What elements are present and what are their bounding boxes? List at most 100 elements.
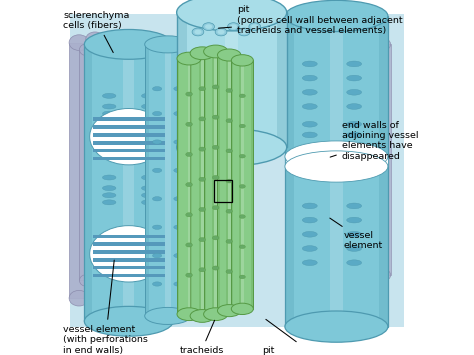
Ellipse shape xyxy=(199,87,206,91)
Ellipse shape xyxy=(174,253,183,258)
Ellipse shape xyxy=(302,104,317,109)
Bar xyxy=(361,43,379,291)
Bar xyxy=(285,157,388,166)
Ellipse shape xyxy=(346,104,362,109)
Ellipse shape xyxy=(79,44,95,56)
Bar xyxy=(177,12,287,147)
Ellipse shape xyxy=(212,115,219,119)
Ellipse shape xyxy=(302,203,317,209)
Ellipse shape xyxy=(153,282,162,286)
Ellipse shape xyxy=(230,24,237,29)
Bar xyxy=(218,55,219,311)
Ellipse shape xyxy=(190,47,214,60)
Bar xyxy=(69,43,89,298)
Bar xyxy=(177,12,187,147)
Ellipse shape xyxy=(302,217,317,223)
Ellipse shape xyxy=(174,197,183,201)
Bar xyxy=(93,149,164,152)
Ellipse shape xyxy=(204,308,228,321)
Ellipse shape xyxy=(186,122,192,126)
Ellipse shape xyxy=(174,282,183,286)
Ellipse shape xyxy=(358,43,372,53)
Ellipse shape xyxy=(95,273,110,285)
Ellipse shape xyxy=(186,152,192,157)
Ellipse shape xyxy=(218,29,225,34)
Bar xyxy=(285,16,388,327)
Ellipse shape xyxy=(102,175,116,180)
Bar xyxy=(93,157,164,160)
Ellipse shape xyxy=(205,24,212,29)
Bar xyxy=(93,242,164,246)
Ellipse shape xyxy=(285,0,388,32)
Ellipse shape xyxy=(346,217,362,223)
Ellipse shape xyxy=(199,147,206,151)
Ellipse shape xyxy=(95,42,110,54)
Bar xyxy=(212,53,214,316)
Ellipse shape xyxy=(199,268,206,272)
Ellipse shape xyxy=(212,236,219,240)
Ellipse shape xyxy=(86,288,104,302)
Bar xyxy=(177,59,179,314)
Ellipse shape xyxy=(239,94,246,98)
Ellipse shape xyxy=(190,310,214,322)
Ellipse shape xyxy=(285,151,388,182)
Ellipse shape xyxy=(186,273,192,277)
Ellipse shape xyxy=(192,28,204,36)
Ellipse shape xyxy=(346,260,362,266)
Ellipse shape xyxy=(346,203,362,209)
Ellipse shape xyxy=(199,207,206,212)
Ellipse shape xyxy=(226,119,232,123)
Ellipse shape xyxy=(153,225,162,229)
Ellipse shape xyxy=(226,88,232,93)
Ellipse shape xyxy=(142,111,155,116)
Ellipse shape xyxy=(174,87,183,91)
Bar xyxy=(374,44,391,275)
Ellipse shape xyxy=(102,200,116,205)
Ellipse shape xyxy=(174,140,183,144)
Bar xyxy=(201,53,204,316)
Bar xyxy=(231,60,233,309)
Ellipse shape xyxy=(69,35,89,50)
Ellipse shape xyxy=(186,92,192,96)
Ellipse shape xyxy=(199,177,206,181)
Ellipse shape xyxy=(285,311,388,342)
Ellipse shape xyxy=(212,206,219,210)
Ellipse shape xyxy=(84,29,173,59)
Ellipse shape xyxy=(177,52,201,65)
Bar xyxy=(93,274,164,277)
Bar xyxy=(218,55,241,311)
Bar xyxy=(190,53,214,316)
Ellipse shape xyxy=(249,23,261,31)
Bar xyxy=(79,50,95,280)
Ellipse shape xyxy=(86,32,104,46)
Bar xyxy=(277,12,287,147)
Bar xyxy=(93,141,164,144)
Bar xyxy=(145,44,149,316)
Ellipse shape xyxy=(239,275,246,279)
Ellipse shape xyxy=(346,132,362,138)
Ellipse shape xyxy=(374,38,391,50)
Bar xyxy=(123,44,134,321)
Ellipse shape xyxy=(302,146,317,152)
Ellipse shape xyxy=(361,284,379,298)
Bar xyxy=(204,51,228,314)
Ellipse shape xyxy=(349,281,366,294)
Bar xyxy=(214,180,232,202)
Ellipse shape xyxy=(102,279,120,293)
Ellipse shape xyxy=(302,61,317,67)
Bar xyxy=(177,59,201,314)
Ellipse shape xyxy=(302,121,317,127)
Ellipse shape xyxy=(228,23,239,31)
Bar xyxy=(358,48,372,261)
Bar xyxy=(190,53,192,316)
Ellipse shape xyxy=(218,49,241,61)
Ellipse shape xyxy=(251,24,258,29)
Ellipse shape xyxy=(177,308,201,321)
Ellipse shape xyxy=(302,75,317,81)
Ellipse shape xyxy=(69,290,89,306)
Ellipse shape xyxy=(358,256,372,266)
Ellipse shape xyxy=(240,29,247,34)
Ellipse shape xyxy=(226,269,232,274)
Ellipse shape xyxy=(186,182,192,187)
Ellipse shape xyxy=(238,28,250,36)
